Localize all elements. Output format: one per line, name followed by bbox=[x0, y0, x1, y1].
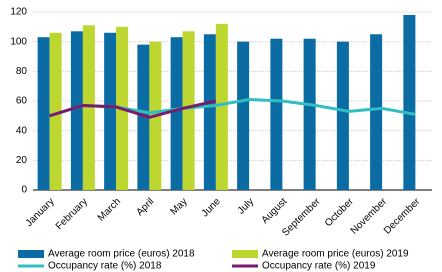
bar bbox=[303, 38, 316, 191]
x-tick-label: March bbox=[96, 196, 123, 223]
line bbox=[49, 99, 217, 119]
x-tick-label: April bbox=[134, 196, 156, 218]
x-tick-label: June bbox=[200, 196, 223, 219]
y-tick-label: 80 bbox=[16, 66, 28, 77]
bar bbox=[403, 14, 416, 191]
bar bbox=[170, 37, 183, 190]
legend-label: Average room price (euros) 2019 bbox=[262, 249, 409, 260]
bar bbox=[182, 31, 195, 191]
bar bbox=[104, 32, 117, 191]
x-tick-label: August bbox=[260, 196, 290, 226]
bar bbox=[37, 37, 50, 190]
legend-label: Average room price (euros) 2018 bbox=[48, 249, 195, 260]
bar bbox=[270, 38, 283, 191]
y-tick-label: 20 bbox=[16, 155, 28, 166]
x-tick-label: January bbox=[24, 196, 57, 229]
y-tick-label: 0 bbox=[21, 185, 27, 196]
bar bbox=[49, 32, 62, 191]
bar bbox=[82, 25, 95, 190]
legend-label: Occupancy rate (%) 2018 bbox=[48, 261, 162, 272]
legend-swatch bbox=[18, 250, 44, 258]
bar bbox=[137, 44, 150, 191]
x-tick-label: May bbox=[168, 196, 189, 217]
y-tick-label: 100 bbox=[10, 36, 27, 47]
x-tick-label: July bbox=[236, 196, 256, 216]
bar bbox=[70, 31, 83, 191]
y-tick-label: 40 bbox=[16, 125, 28, 136]
bar bbox=[237, 41, 250, 190]
x-tick-label: October bbox=[323, 196, 356, 229]
bar bbox=[203, 34, 216, 190]
bar bbox=[215, 23, 228, 190]
x-tick-label: February bbox=[54, 196, 90, 232]
y-tick-label: 120 bbox=[10, 7, 27, 18]
x-tick-label: December bbox=[382, 196, 423, 237]
bar bbox=[370, 34, 383, 190]
bar bbox=[336, 41, 349, 190]
legend-label: Occupancy rate (%) 2019 bbox=[262, 261, 376, 272]
legend-swatch bbox=[232, 250, 258, 258]
y-tick-label: 60 bbox=[16, 96, 28, 107]
